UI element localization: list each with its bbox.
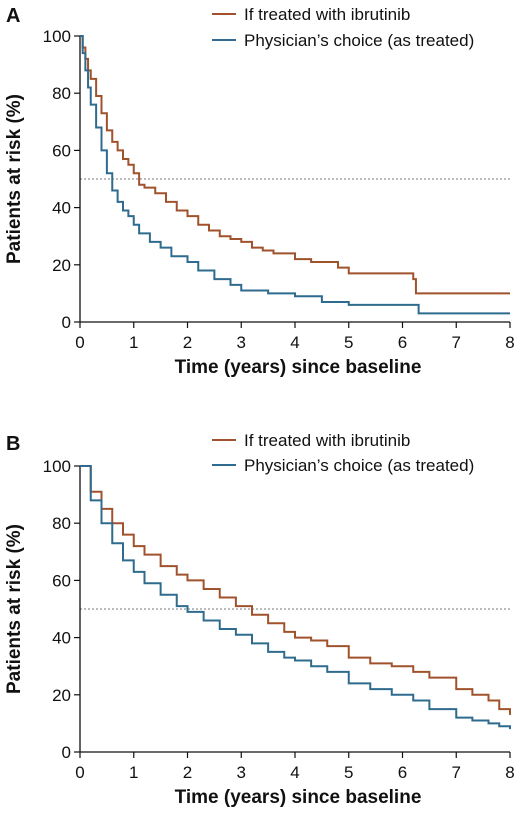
y-tick-label: 20 [52, 256, 71, 275]
y-tick-label: 20 [52, 686, 71, 705]
x-tick-label: 3 [237, 333, 246, 352]
x-tick-label: 4 [290, 763, 299, 782]
y-tick-label: 40 [52, 629, 71, 648]
legend-label: If treated with ibrutinib [244, 5, 410, 24]
x-tick-label: 1 [129, 763, 138, 782]
panel-a: A 0 20 40 60 80 100 0 1 2 3 4 5 6 7 8 Time (years) since… [4, 5, 515, 378]
series-line-physician [80, 465, 511, 730]
y-tick-label: 80 [52, 514, 71, 533]
x-tick-label: 7 [452, 333, 461, 352]
x-tick-label: 6 [398, 333, 407, 352]
x-axis-title: Time (years) since baseline [175, 787, 422, 808]
y-tick-label: 60 [52, 141, 71, 160]
series-line-ibrutinib [80, 465, 511, 715]
legend-label: If treated with ibrutinib [244, 431, 410, 450]
y-tick-label: 80 [52, 84, 71, 103]
panel-b: B 0 20 40 60 80 100 0 1 2 3 4 5 6 7 8 Time (years) since… [4, 431, 515, 808]
series-line-physician [80, 35, 510, 315]
y-axis-title: Patients at risk (%) [4, 94, 25, 264]
x-tick-label: 3 [237, 763, 246, 782]
x-tick-label: 8 [505, 333, 514, 352]
x-tick-label: 5 [344, 333, 353, 352]
x-tick-label: 2 [183, 333, 192, 352]
x-tick-label: 0 [75, 333, 84, 352]
panel-label: A [6, 5, 20, 27]
x-tick-label: 7 [452, 763, 461, 782]
legend-label: Physician’s choice (as treated) [244, 31, 474, 50]
series-line-ibrutinib [80, 35, 510, 295]
x-tick-label: 1 [129, 333, 138, 352]
x-tick-label: 4 [290, 333, 299, 352]
y-axis-title: Patients at risk (%) [4, 524, 25, 694]
y-tick-label: 0 [62, 313, 71, 332]
legend-label: Physician’s choice (as treated) [244, 456, 474, 475]
x-tick-label: 8 [505, 763, 514, 782]
x-tick-label: 6 [398, 763, 407, 782]
y-tick-label: 40 [52, 199, 71, 218]
y-tick-label: 100 [43, 27, 71, 46]
x-axis-title: Time (years) since baseline [175, 357, 422, 378]
x-tick-label: 2 [183, 763, 192, 782]
x-tick-label: 0 [75, 763, 84, 782]
y-tick-label: 60 [52, 571, 71, 590]
y-tick-label: 0 [62, 743, 71, 762]
x-tick-label: 5 [344, 763, 353, 782]
panel-label: B [6, 433, 20, 455]
y-tick-label: 100 [43, 457, 71, 476]
